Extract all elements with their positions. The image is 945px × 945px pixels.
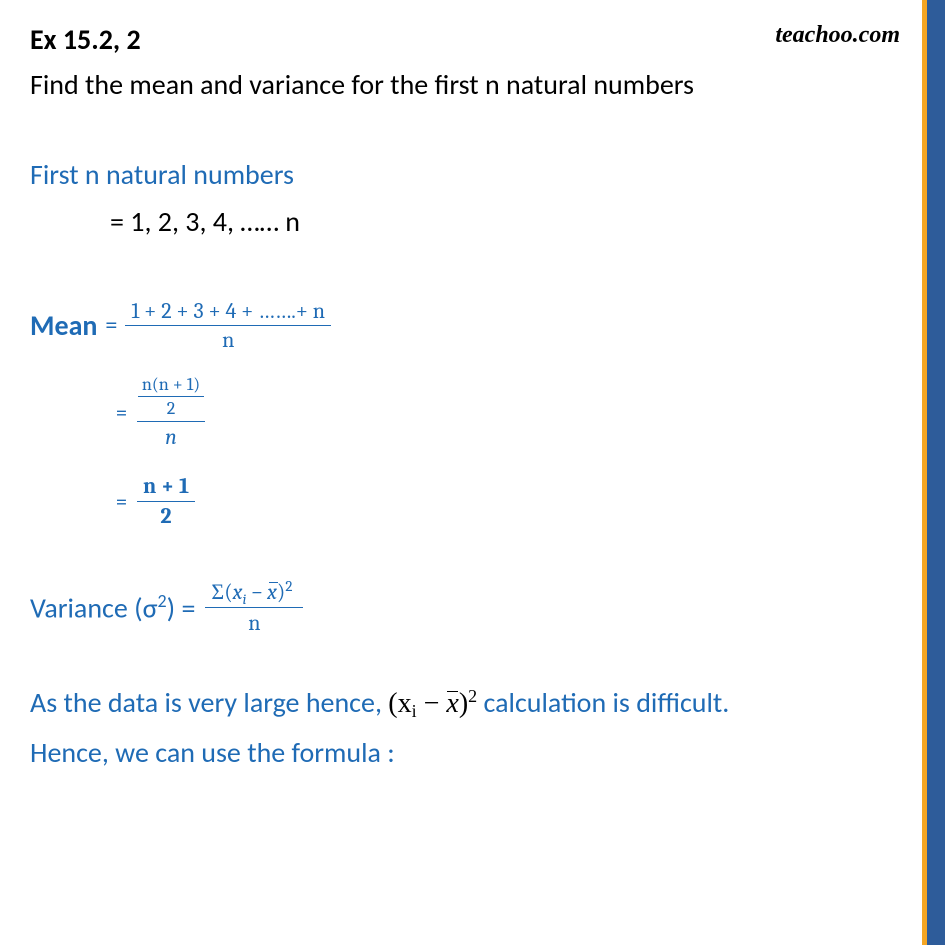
problem-statement: Find the mean and variance for the first… — [30, 67, 927, 102]
fraction-numerator: n + 1 — [137, 474, 195, 501]
nested-denominator: 2 — [165, 397, 178, 419]
variance-denominator: n — [244, 608, 264, 635]
variance-fraction: Σ(xi − x)2 n — [205, 580, 303, 635]
fraction-denominator: n — [218, 326, 238, 352]
mean-fraction-step2: n(n + 1) 2 n — [137, 374, 205, 450]
outer-denominator: n — [165, 424, 177, 450]
fraction-denominator: 2 — [156, 502, 175, 528]
note-formula-intro: Hence, we can use the formula : — [30, 735, 927, 770]
mean-fraction-step1: 1 + 2 + 3 + 4 + …….+ n n — [125, 299, 331, 352]
natural-number-sequence: = 1, 2, 3, 4, …… n — [110, 204, 927, 239]
equals-sign: = — [105, 311, 117, 340]
section-heading-natural-numbers: First n natural numbers — [30, 157, 927, 192]
nested-numerator: n(n + 1) — [138, 374, 204, 397]
fraction-numerator: 1 + 2 + 3 + 4 + …….+ n — [125, 299, 331, 326]
variance-label: Variance (σ2) = — [30, 590, 195, 625]
variance-formula: Variance (σ2) = Σ(xi − x)2 n — [30, 580, 927, 635]
note-difficulty: As the data is very large hence, (xi − x… — [30, 685, 927, 720]
mean-derivation: Mean = 1 + 2 + 3 + 4 + …….+ n n = n(n + … — [30, 299, 927, 528]
mean-label: Mean — [30, 308, 97, 343]
equals-sign: = — [116, 399, 127, 426]
variance-numerator: Σ(xi − x)2 — [205, 580, 303, 608]
side-border-decoration — [927, 0, 945, 945]
equals-sign: = — [116, 488, 127, 515]
watermark: teachoo.com — [775, 22, 900, 49]
mean-fraction-result: n + 1 2 — [137, 474, 195, 527]
